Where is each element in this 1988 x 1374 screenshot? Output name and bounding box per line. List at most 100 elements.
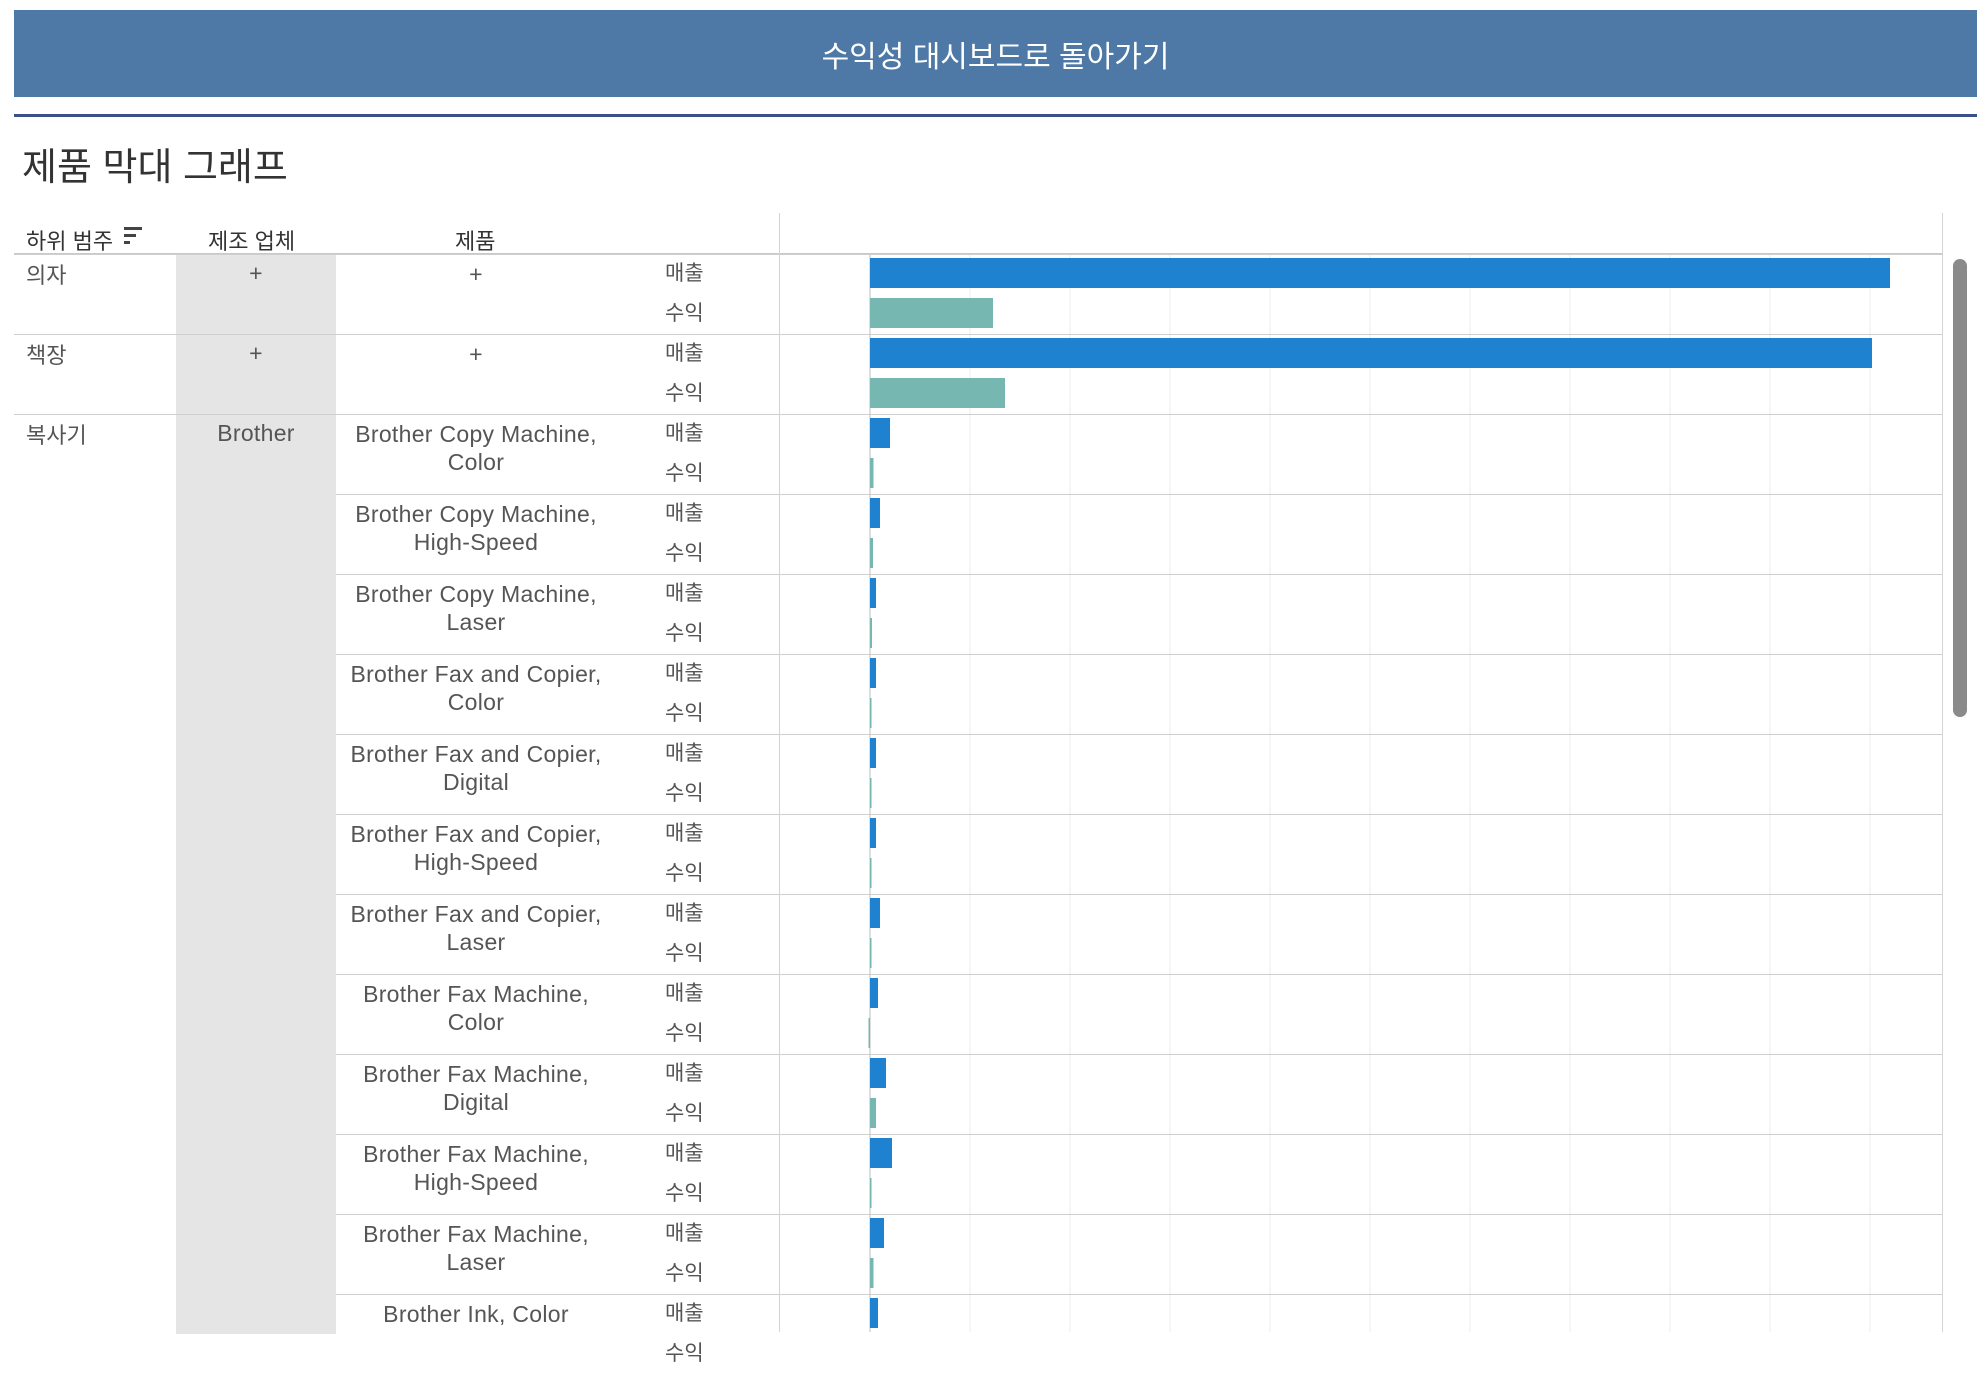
sales-bar[interactable] — [870, 578, 876, 608]
profit-bar[interactable] — [870, 618, 872, 648]
subcategory-label[interactable]: 의자 — [26, 263, 67, 288]
measure-label-sales: 매출 — [665, 502, 704, 525]
row-divider — [336, 574, 1942, 575]
column-header-product[interactable]: 제품 — [455, 229, 496, 254]
measure-label-profit: 수익 — [665, 702, 704, 725]
manufacturer-column-band — [176, 254, 336, 1334]
sales-bar[interactable] — [870, 258, 1890, 288]
row-divider — [14, 334, 1942, 335]
column-header-subcategory[interactable]: 하위 범주 — [26, 229, 114, 254]
manufacturer-label[interactable]: + — [249, 260, 263, 286]
page-title: 제품 막대 그래프 — [22, 147, 288, 189]
measure-label-profit: 수익 — [665, 1102, 704, 1125]
sales-bar[interactable] — [870, 1218, 884, 1248]
table-row: Brother Fax Machine, Color 매출 수익 — [0, 974, 1942, 1054]
product-label[interactable]: Brother Fax Machine, Digital — [363, 1061, 589, 1115]
measure-label-profit: 수익 — [665, 302, 704, 325]
row-divider — [14, 254, 1942, 255]
measure-label-sales: 매출 — [665, 1302, 704, 1325]
profit-bar[interactable] — [870, 858, 872, 888]
measure-label-sales: 매출 — [665, 342, 704, 365]
table-row: Brother Fax and Copier, Laser 매출 수익 — [0, 894, 1942, 974]
product-label[interactable]: + — [469, 261, 483, 287]
subcategory-label[interactable]: 책장 — [26, 343, 67, 368]
manufacturer-label[interactable]: + — [249, 340, 263, 366]
measure-label-sales: 매출 — [665, 1222, 704, 1245]
measure-label-profit: 수익 — [665, 462, 704, 485]
product-label[interactable]: Brother Copy Machine, Laser — [355, 581, 597, 635]
row-divider — [336, 1214, 1942, 1215]
profit-bar[interactable] — [870, 298, 993, 328]
measure-label-profit: 수익 — [665, 1262, 704, 1285]
measure-label-sales: 매출 — [665, 982, 704, 1005]
bar-chart — [868, 254, 1890, 1332]
product-label[interactable]: Brother Fax Machine, High-Speed — [363, 1141, 589, 1195]
row-divider — [14, 414, 1942, 415]
product-label[interactable]: Brother Fax Machine, Laser — [363, 1221, 589, 1275]
profit-bar[interactable] — [870, 778, 872, 808]
measure-label-profit: 수익 — [665, 782, 704, 805]
measure-label-profit: 수익 — [665, 1182, 704, 1205]
measure-label-profit: 수익 — [665, 862, 704, 885]
sales-bar[interactable] — [870, 658, 876, 688]
product-label[interactable]: Brother Fax Machine, Color — [363, 981, 589, 1035]
product-label[interactable]: + — [469, 341, 483, 367]
profit-bar[interactable] — [870, 538, 873, 568]
row-divider — [336, 974, 1942, 975]
chart-left-border — [779, 213, 780, 1332]
measure-label-sales: 매출 — [665, 742, 704, 765]
profit-bar[interactable] — [870, 1178, 872, 1208]
measure-label-profit: 수익 — [665, 542, 704, 565]
sales-bar[interactable] — [870, 498, 880, 528]
row-divider — [336, 894, 1942, 895]
measure-label-sales: 매출 — [665, 822, 704, 845]
sales-bar[interactable] — [870, 418, 890, 448]
scrollbar-thumb[interactable] — [1953, 259, 1967, 717]
product-label[interactable]: Brother Fax and Copier, Digital — [350, 741, 602, 795]
sort-descending-icon[interactable] — [122, 224, 144, 246]
measure-label-profit: 수익 — [665, 1342, 704, 1365]
measure-label-sales: 매출 — [665, 662, 704, 685]
row-divider — [336, 1294, 1942, 1295]
sales-bar[interactable] — [870, 978, 878, 1008]
table-row: Brother Fax Machine, High-Speed 매출 수익 — [0, 1134, 1942, 1214]
profit-bar[interactable] — [868, 1018, 871, 1048]
subcategory-label[interactable]: 복사기 — [26, 423, 87, 448]
product-label[interactable]: Brother Ink, Color — [383, 1301, 569, 1327]
header-divider — [14, 114, 1977, 117]
sales-bar[interactable] — [870, 738, 876, 768]
sales-bar[interactable] — [870, 818, 876, 848]
sales-bar[interactable] — [870, 1058, 886, 1088]
profit-bar[interactable] — [870, 1098, 876, 1128]
product-label[interactable]: Brother Fax and Copier, Laser — [350, 901, 602, 955]
table-row: 복사기 Brother Brother Copy Machine, Color 매출 수… — [0, 414, 1942, 494]
sales-bar[interactable] — [870, 1138, 892, 1168]
column-header-manufacturer[interactable]: 제조 업체 — [208, 229, 296, 254]
product-label[interactable]: Brother Fax and Copier, Color — [350, 661, 602, 715]
sales-bar[interactable] — [870, 338, 1872, 368]
header-divider-chart — [780, 253, 1942, 254]
row-divider — [336, 734, 1942, 735]
sales-bar[interactable] — [870, 898, 880, 928]
table-row: Brother Copy Machine, Laser 매출 수익 — [0, 574, 1942, 654]
measure-label-sales: 매출 — [665, 1062, 704, 1085]
profit-bar[interactable] — [870, 378, 1005, 408]
measure-label-sales: 매출 — [665, 582, 704, 605]
manufacturer-label[interactable]: Brother — [217, 420, 295, 446]
table-row: 의자 + + 매출 수익 — [0, 254, 1942, 334]
product-label[interactable]: Brother Copy Machine, Color — [355, 421, 597, 475]
back-to-profitability-dashboard-button[interactable]: 수익성 대시보드로 돌아가기 — [14, 10, 1977, 97]
table-row: 책장 + + 매출 수익 — [0, 334, 1942, 414]
profit-bar[interactable] — [870, 1258, 874, 1288]
profit-bar[interactable] — [870, 938, 872, 968]
product-label[interactable]: Brother Copy Machine, High-Speed — [355, 501, 597, 555]
profit-bar[interactable] — [870, 458, 874, 488]
product-label[interactable]: Brother Fax and Copier, High-Speed — [350, 821, 602, 875]
row-divider — [336, 814, 1942, 815]
sales-bar[interactable] — [870, 1298, 878, 1328]
profit-bar[interactable] — [870, 698, 872, 728]
